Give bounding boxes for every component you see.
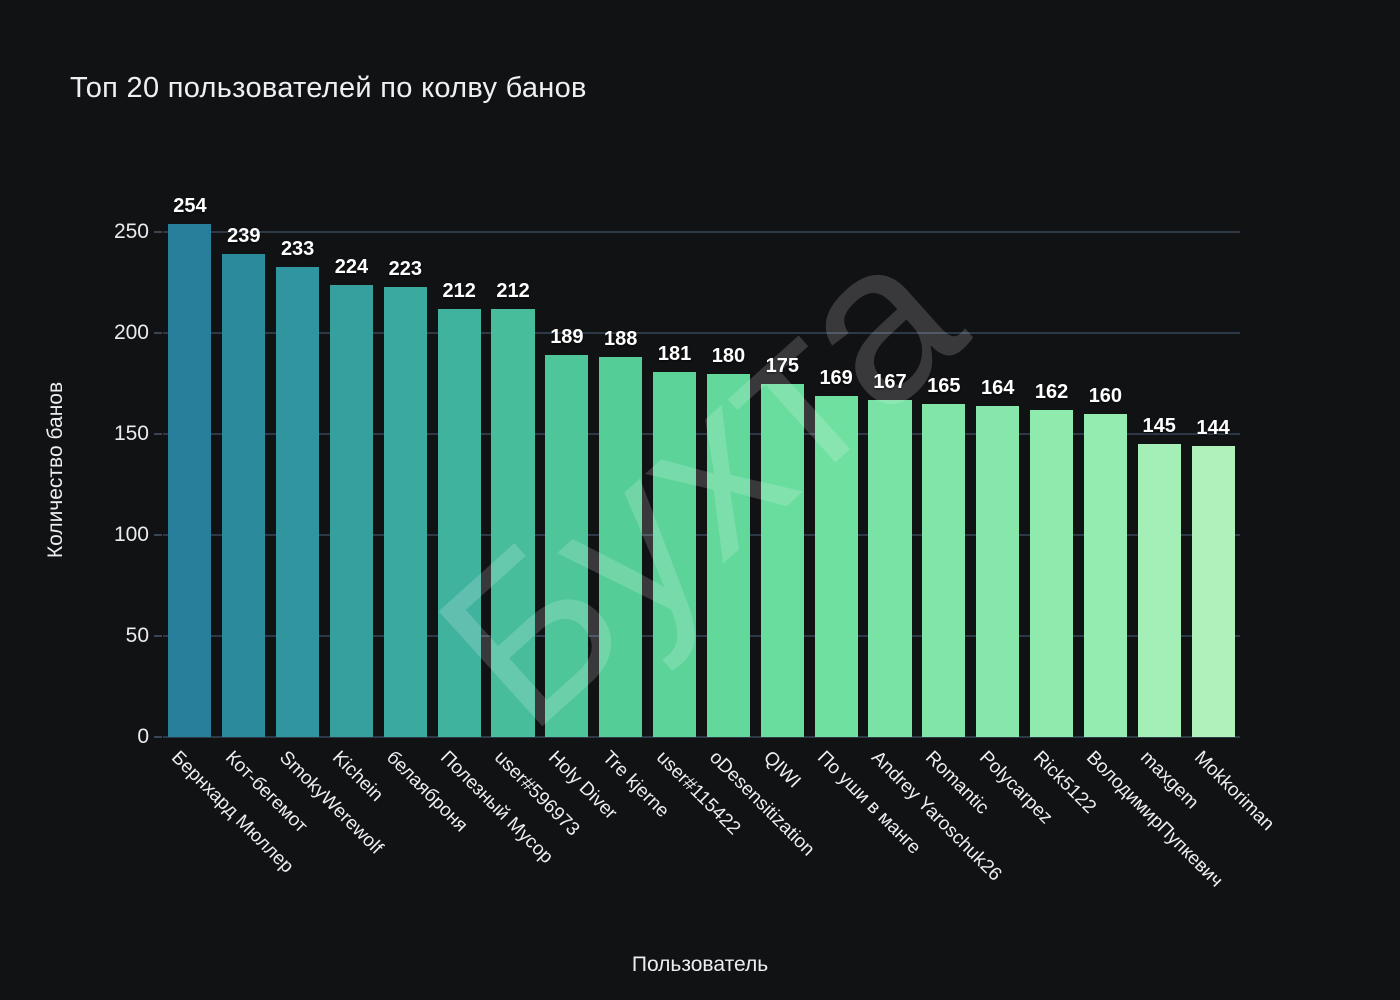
y-tickmark-100: [154, 534, 162, 536]
bar-SmokyWerewolf: [276, 266, 320, 737]
chart-title: Топ 20 пользователей по колву банов: [70, 72, 587, 104]
y-tick-label-200: 200: [113, 321, 149, 345]
y-tickmark-250: [154, 231, 162, 233]
bar-user#115422: [653, 371, 697, 737]
x-tick-label: QIWI: [759, 747, 805, 793]
bar-value-label: 239: [227, 225, 261, 248]
bar-Tre kjerne: [599, 357, 643, 737]
x-tick-label: Mokkoriman: [1190, 747, 1279, 836]
bar-value-label: 188: [604, 328, 638, 351]
bar-value-label: 175: [765, 354, 799, 377]
bar-value-label: 162: [1034, 380, 1069, 403]
y-tickmark-150: [154, 433, 162, 435]
bar-Andrey Yaroschuk26: [868, 399, 912, 737]
x-axis-title: Пользователь: [631, 953, 769, 976]
gridline-150: [163, 433, 1240, 435]
bar-value-label: 223: [388, 257, 422, 280]
bar-maxgem: [1137, 444, 1181, 737]
bar-value-label: 224: [334, 255, 369, 278]
bar-Holy Diver: [545, 355, 589, 737]
bar-Полезный Мусор: [437, 308, 481, 737]
y-tickmark-50: [154, 635, 162, 637]
bar-Бернхард Мюллер: [168, 224, 212, 737]
bar-По уши в манге: [814, 395, 858, 737]
gridline-50: [163, 635, 1240, 637]
bar-value-label: 254: [173, 195, 207, 218]
bar-value-label: 189: [550, 326, 584, 349]
bar-user#596973: [491, 308, 535, 737]
gridline-0: [163, 736, 1240, 738]
plot-area: [163, 212, 1240, 738]
bar-Кот-бегемот: [222, 254, 266, 737]
gridline-200: [163, 332, 1240, 334]
bar-Kichein: [329, 284, 373, 737]
bar-value-label: 169: [819, 366, 853, 389]
bar-value-label: 160: [1088, 384, 1123, 407]
bar-value-label: 212: [442, 279, 476, 302]
bar-value-label: 181: [657, 342, 692, 365]
bar-Romantic: [922, 403, 966, 737]
y-tick-label-150: 150: [113, 422, 149, 446]
y-tickmark-0: [154, 736, 162, 738]
bar-белаяброня: [383, 286, 427, 737]
bar-value-label: 212: [496, 279, 530, 302]
y-tick-label-250: 250: [113, 220, 149, 244]
bar-value-label: 144: [1196, 417, 1230, 440]
bar-value-label: 165: [927, 374, 961, 397]
bar-value-label: 164: [980, 376, 1015, 399]
bar-value-label: 180: [711, 344, 746, 367]
bar-value-label: 233: [280, 237, 315, 260]
bar-oDesensitization: [706, 373, 750, 737]
gridline-100: [163, 534, 1240, 536]
y-tick-label-50: 50: [125, 624, 149, 648]
bar-value-label: 145: [1142, 415, 1176, 438]
bar-value-label: 167: [873, 370, 907, 393]
gridline-250: [163, 231, 1240, 233]
bar-Polycarpez: [976, 405, 1020, 737]
bar-Rick5122: [1029, 409, 1074, 737]
bar-QIWI: [760, 383, 804, 737]
bar-ВолодимирПупкевич: [1083, 413, 1127, 737]
y-tick-label-0: 0: [137, 725, 149, 748]
y-tick-label-100: 100: [113, 523, 149, 547]
y-axis-title: Количество банов: [44, 381, 67, 559]
y-tickmark-200: [154, 332, 162, 334]
bar-Mokkoriman: [1191, 446, 1235, 737]
